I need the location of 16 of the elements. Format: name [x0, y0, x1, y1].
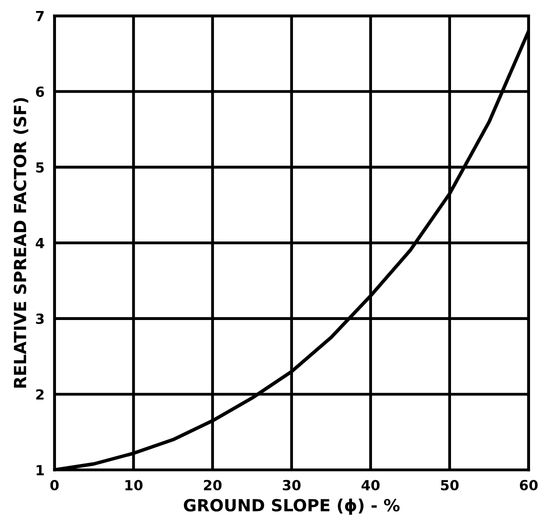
- x-tick-label: 60: [520, 480, 538, 490]
- y-tick-label: 5: [36, 162, 44, 173]
- x-tick-label: 50: [441, 480, 459, 490]
- x-tick-label: 0: [50, 480, 59, 490]
- x-tick-label: 10: [125, 480, 143, 490]
- y-axis-title: RELATIVE SPREAD FACTOR (SF): [13, 98, 28, 388]
- x-tick-label: 40: [362, 480, 380, 490]
- y-tick-label: 7: [36, 10, 44, 22]
- y-tick-label: 4: [36, 238, 44, 248]
- x-tick-label: 20: [204, 480, 222, 490]
- x-axis-title: GROUND SLOPE (ϕ) - %: [184, 498, 400, 515]
- y-tick-label: 1: [36, 465, 44, 476]
- y-tick-label: 2: [36, 389, 44, 400]
- x-tick-label: 30: [282, 480, 301, 490]
- y-tick-label: 3: [36, 314, 44, 324]
- y-tick-label: 6: [36, 86, 44, 97]
